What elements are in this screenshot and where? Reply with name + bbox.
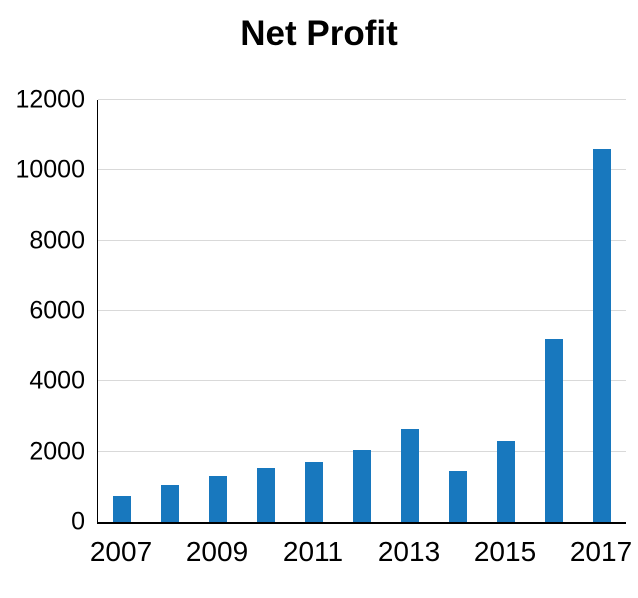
bar-slot [98, 100, 146, 522]
bar-2014 [448, 471, 468, 522]
bar-slot [434, 100, 482, 522]
gridline [98, 169, 626, 171]
bar-slot [194, 100, 242, 522]
bar-series [98, 100, 626, 522]
gridline [98, 310, 626, 311]
y-tick-label: 2000 [29, 437, 85, 466]
bar-2015 [496, 441, 516, 522]
y-tick-label: 8000 [29, 226, 85, 255]
bar-2008 [160, 485, 180, 522]
x-tick-label: 2017 [569, 536, 633, 567]
gridline [98, 380, 626, 382]
gridline [98, 239, 626, 241]
bar-slot [578, 100, 626, 522]
bar-slot [338, 100, 386, 522]
bar-2009 [208, 476, 228, 522]
bar-slot [482, 100, 530, 522]
x-tick-label: 2009 [185, 536, 249, 567]
gridline [98, 99, 626, 100]
bar-slot [386, 100, 434, 522]
bar-2017 [592, 149, 612, 522]
bar-slot [530, 100, 578, 522]
bar-slot [146, 100, 194, 522]
y-tick-label: 12000 [15, 85, 85, 114]
y-axis-labels: 0 2000 4000 6000 8000 10000 12000 [0, 87, 85, 534]
x-axis-labels: 2007 2009 2011 2013 2015 2017 [90, 532, 632, 572]
x-tick-label: 2013 [377, 536, 441, 567]
bar-2016 [544, 339, 564, 522]
chart-title: Net Profit [240, 14, 398, 53]
x-tick-label: 2011 [282, 536, 344, 567]
bar-2012 [352, 449, 372, 522]
plot-area [97, 99, 626, 524]
y-tick-label: 0 [71, 507, 85, 536]
bar-2010 [256, 467, 276, 522]
bar-slot [242, 100, 290, 522]
x-tick-label: 2007 [89, 536, 153, 567]
y-tick-label: 6000 [29, 296, 85, 325]
bar-slot [290, 100, 338, 522]
y-tick-label: 10000 [15, 155, 85, 184]
x-tick-label: 2015 [473, 536, 537, 567]
bar-2007 [112, 495, 132, 522]
y-tick-label: 4000 [29, 366, 85, 395]
bar-2013 [400, 428, 420, 522]
bar-2011 [304, 462, 324, 522]
